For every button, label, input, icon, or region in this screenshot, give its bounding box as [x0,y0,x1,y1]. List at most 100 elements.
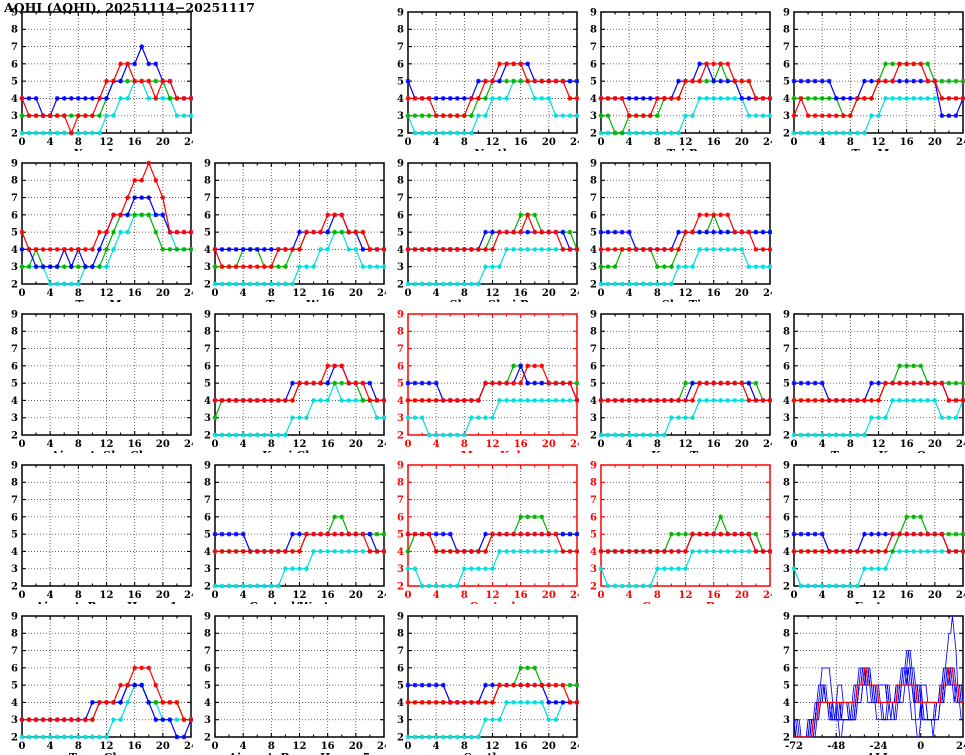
chart-plot-airport-sha-chau: 2 3 4 5 6 7 8 9 0 4 8 12 16 20 24 Airport, Sha Chau [11,309,193,453]
svg-text:0: 0 [212,288,219,299]
svg-text:12: 12 [100,137,114,148]
svg-text:20: 20 [542,439,556,450]
svg-text:Tsuen Wan: Tsuen Wan [266,298,333,302]
svg-text:8: 8 [268,288,275,299]
svg-text:8: 8 [268,590,275,601]
svg-text:4: 4 [240,439,247,450]
svg-text:7: 7 [783,344,790,355]
svg-text:7: 7 [204,344,211,355]
svg-text:7: 7 [204,193,211,204]
svg-text:6: 6 [397,663,404,674]
svg-text:4: 4 [433,439,440,450]
svg-text:7: 7 [11,646,18,657]
svg-text:6: 6 [590,59,597,70]
svg-text:20: 20 [349,439,363,450]
svg-text:3: 3 [783,111,790,122]
svg-text:3: 3 [11,262,18,273]
svg-text:20: 20 [542,741,556,752]
svg-text:8: 8 [75,741,82,752]
svg-text:Tung Chung: Tung Chung [69,751,144,755]
svg-text:8: 8 [847,137,854,148]
svg-text:8: 8 [268,439,275,450]
svg-text:5: 5 [783,379,790,390]
svg-text:0: 0 [19,741,26,752]
svg-text:24: 24 [956,590,965,601]
svg-text:20: 20 [349,741,363,752]
svg-text:7: 7 [397,344,404,355]
chart-plot-north: 2 3 4 5 6 7 8 9 0 4 8 12 16 20 24 North [397,7,579,151]
svg-text:4: 4 [397,698,404,709]
svg-text:16: 16 [707,137,721,148]
svg-text:0: 0 [405,439,412,450]
svg-text:16: 16 [321,288,335,299]
svg-text:2: 2 [11,581,18,592]
svg-text:6: 6 [11,663,18,674]
svg-text:9: 9 [11,309,18,320]
svg-text:-72: -72 [785,741,803,752]
svg-text:3: 3 [11,564,18,575]
svg-text:16: 16 [900,590,914,601]
svg-text:2: 2 [783,128,790,139]
svg-text:6: 6 [397,512,404,523]
svg-text:16: 16 [514,590,528,601]
svg-text:24: 24 [570,590,579,601]
svg-text:4: 4 [783,396,790,407]
svg-text:9: 9 [204,309,211,320]
svg-text:5: 5 [204,530,211,541]
svg-text:2: 2 [397,732,404,743]
chart-plot-all: 2 3 4 5 6 7 8 9 -72 -48 -24 0 24 ALL [783,611,965,755]
chart-plot-southern: 2 3 4 5 6 7 8 9 0 4 8 12 16 20 24 Southern [397,611,579,755]
svg-text:20: 20 [542,590,556,601]
svg-text:8: 8 [461,137,468,148]
svg-text:20: 20 [156,741,170,752]
svg-text:16: 16 [321,590,335,601]
svg-text:8: 8 [204,629,211,640]
svg-text:4: 4 [433,741,440,752]
svg-text:4: 4 [47,137,54,148]
svg-text:12: 12 [679,439,693,450]
svg-text:8: 8 [397,327,404,338]
svg-text:4: 4 [397,547,404,558]
svg-text:16: 16 [514,288,528,299]
svg-text:8: 8 [268,741,275,752]
svg-text:8: 8 [590,327,597,338]
svg-text:2: 2 [783,430,790,441]
svg-text:0: 0 [791,137,798,148]
svg-text:3: 3 [397,262,404,273]
svg-text:8: 8 [654,288,661,299]
svg-text:4: 4 [626,137,633,148]
svg-text:2: 2 [204,430,211,441]
svg-text:Tuen Mun: Tuen Mun [75,298,137,302]
svg-text:16: 16 [707,439,721,450]
svg-text:4: 4 [590,547,597,558]
svg-text:2: 2 [397,430,404,441]
chart-southern: 2 3 4 5 6 7 8 9 0 4 8 12 16 20 24 Southern [386,604,579,755]
svg-text:5: 5 [590,379,597,390]
svg-text:24: 24 [377,288,386,299]
svg-text:8: 8 [783,478,790,489]
svg-text:7: 7 [397,495,404,506]
svg-text:20: 20 [156,439,170,450]
svg-text:7: 7 [397,42,404,53]
svg-text:4: 4 [204,396,211,407]
svg-text:9: 9 [204,158,211,169]
svg-text:20: 20 [542,137,556,148]
svg-text:3: 3 [11,111,18,122]
svg-text:4: 4 [626,288,633,299]
chart-plot-tseung-kwan-o: 2 3 4 5 6 7 8 9 0 4 8 12 16 20 24 Tseung Kwan O [783,309,965,453]
chart-yuen-long: 2 3 4 5 6 7 8 9 0 4 8 12 16 20 24 Yuen Long [0,0,193,151]
svg-text:2: 2 [397,581,404,592]
svg-text:3: 3 [590,564,597,575]
svg-text:8: 8 [461,741,468,752]
svg-text:2: 2 [397,279,404,290]
svg-text:4: 4 [47,741,54,752]
svg-text:16: 16 [128,137,142,148]
chart-sha-tin: 2 3 4 5 6 7 8 9 0 4 8 12 16 20 24 Sha Tin [579,151,772,302]
svg-text:6: 6 [204,210,211,221]
svg-text:8: 8 [783,629,790,640]
svg-text:3: 3 [397,111,404,122]
chart-tuen-mun: 2 3 4 5 6 7 8 9 0 4 8 12 16 20 24 Tuen Mun [0,151,193,302]
svg-text:4: 4 [590,245,597,256]
svg-text:16: 16 [900,439,914,450]
